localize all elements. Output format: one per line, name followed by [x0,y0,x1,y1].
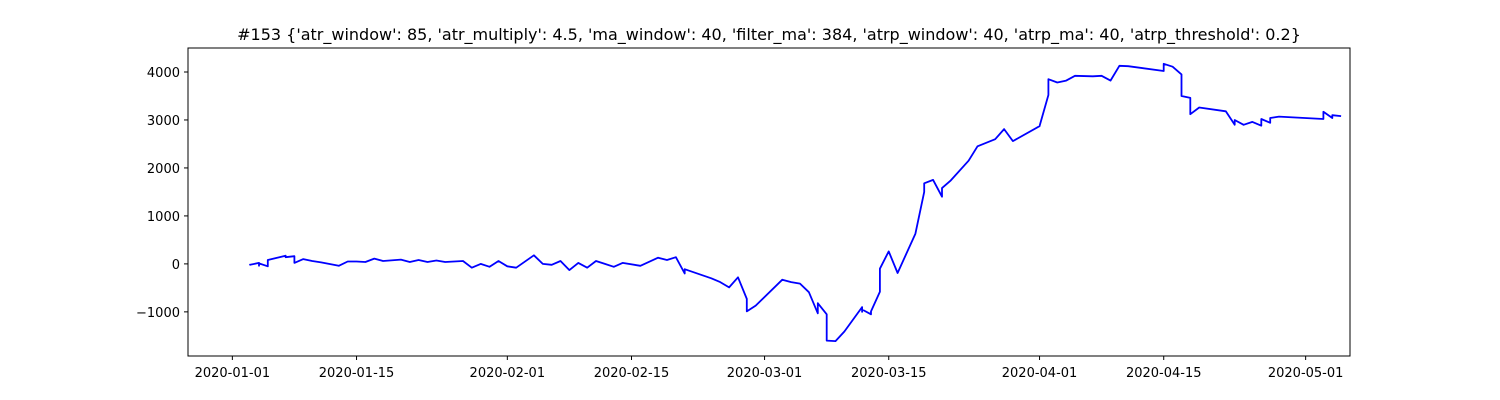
x-tick-label: 2020-02-01 [470,366,546,381]
y-tick-label: −1000 [136,306,180,321]
y-axis: −1000 0 1000 2000 3000 4000 [136,66,188,321]
series-layer [249,62,1342,343]
x-tick-label: 2020-01-15 [319,366,395,381]
plot-area-frame [187,47,1351,357]
x-tick-label: 2020-04-15 [1126,366,1202,381]
y-tick-label: 0 [172,258,180,273]
x-tick-label: 2020-03-01 [727,366,803,381]
series-line [249,62,1342,343]
y-tick-label: 2000 [147,162,180,177]
x-tick-label: 2020-03-15 [851,366,927,381]
x-tick-label: 2020-04-01 [1002,366,1078,381]
x-tick-label: 2020-02-15 [594,366,670,381]
y-tick-label: 3000 [147,114,180,129]
x-axis: 2020-01-01 2020-01-15 2020-02-01 2020-02-15… [195,356,1344,381]
y-tick-label: 4000 [147,66,180,81]
chart-title: #153 {'atr_window': 85, 'atr_multiply': … [237,25,1301,45]
x-tick-label: 2020-05-01 [1268,366,1344,381]
y-tick-label: 1000 [147,210,180,225]
x-tick-label: 2020-01-01 [195,366,271,381]
